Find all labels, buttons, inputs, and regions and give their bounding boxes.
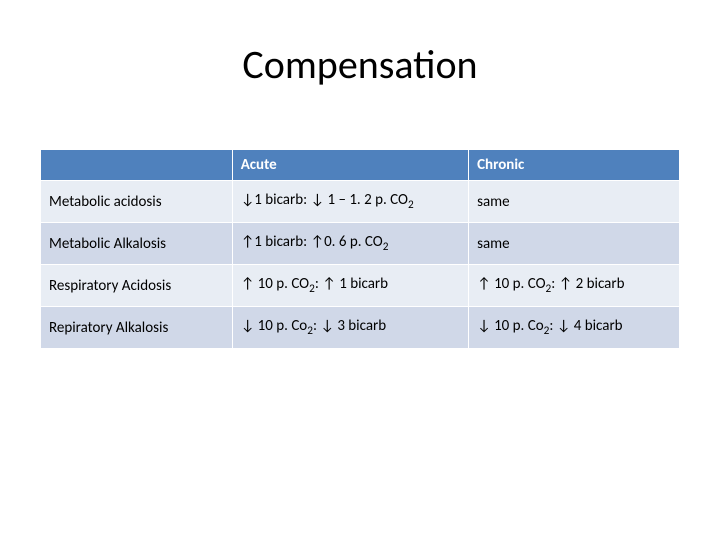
row-label: Metabolic acidosis xyxy=(41,181,233,223)
cell-chronic: ↓ 10 p. Co2: ↓ 4 bicarb xyxy=(469,307,680,349)
table-row: Respiratory Acidosis ↑ 10 p. CO2: ↑ 1 bi… xyxy=(41,265,680,307)
row-label: Repiratory Alkalosis xyxy=(41,307,233,349)
cell-acute: ↓1 bicarb: ↓ 1 – 1. 2 p. CO2 xyxy=(232,181,468,223)
row-label: Metabolic Alkalosis xyxy=(41,223,233,265)
table-body: Metabolic acidosis ↓1 bicarb: ↓ 1 – 1. 2… xyxy=(41,181,680,349)
cell-acute: ↓ 10 p. Co2: ↓ 3 bicarb xyxy=(232,307,468,349)
table-row: Metabolic Alkalosis ↑1 bicarb: ↑0. 6 p. … xyxy=(41,223,680,265)
compensation-table-wrap: Acute Chronic Metabolic acidosis ↓1 bica… xyxy=(40,149,680,349)
cell-acute: ↑ 10 p. CO2: ↑ 1 bicarb xyxy=(232,265,468,307)
cell-chronic: same xyxy=(469,181,680,223)
page-title: Compensation xyxy=(40,40,680,89)
header-acute: Acute xyxy=(232,150,468,181)
row-label: Respiratory Acidosis xyxy=(41,265,233,307)
slide: Compensation Acute Chronic Metabolic aci… xyxy=(0,0,720,540)
cell-acute: ↑1 bicarb: ↑0. 6 p. CO2 xyxy=(232,223,468,265)
table-row: Repiratory Alkalosis ↓ 10 p. Co2: ↓ 3 bi… xyxy=(41,307,680,349)
cell-chronic: same xyxy=(469,223,680,265)
header-chronic: Chronic xyxy=(469,150,680,181)
table-header: Acute Chronic xyxy=(41,150,680,181)
table-row: Metabolic acidosis ↓1 bicarb: ↓ 1 – 1. 2… xyxy=(41,181,680,223)
cell-chronic: ↑ 10 p. CO2: ↑ 2 bicarb xyxy=(469,265,680,307)
header-blank xyxy=(41,150,233,181)
compensation-table: Acute Chronic Metabolic acidosis ↓1 bica… xyxy=(40,149,680,349)
